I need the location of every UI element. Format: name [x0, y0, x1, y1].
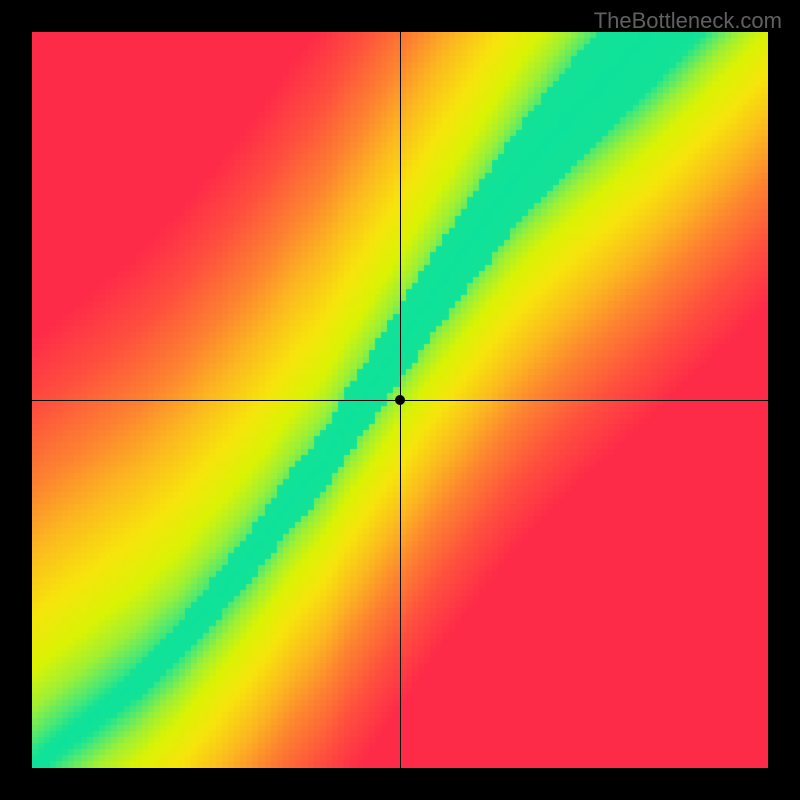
watermark-text: TheBottleneck.com [594, 8, 782, 34]
crosshair-marker [395, 395, 405, 405]
heatmap-plot-area [32, 32, 768, 768]
chart-container: TheBottleneck.com [0, 0, 800, 800]
